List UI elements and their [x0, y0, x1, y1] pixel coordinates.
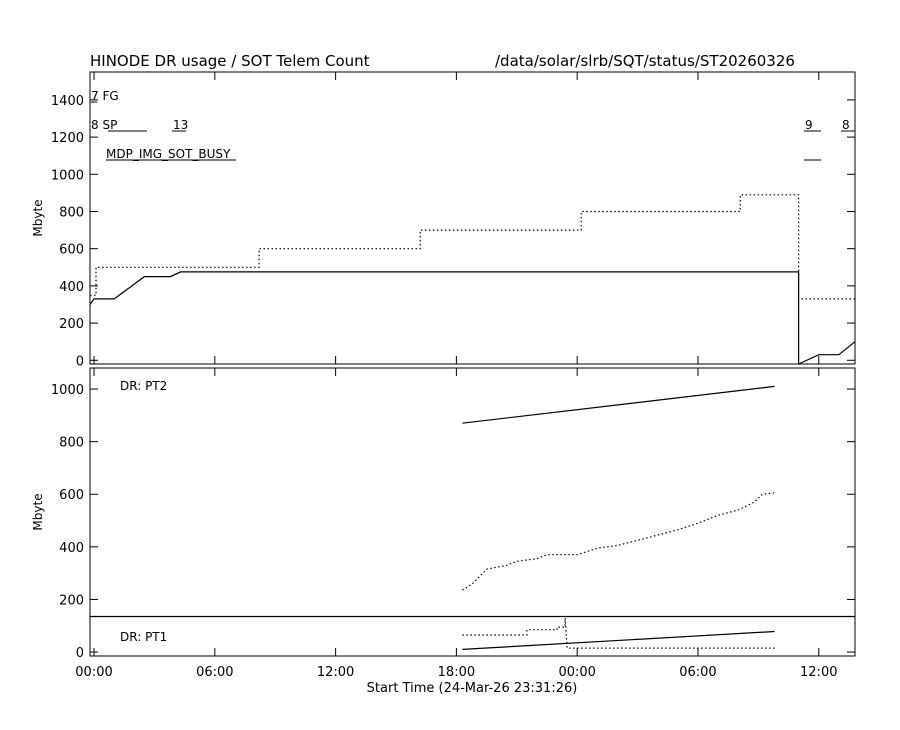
x-tick-label: 06:00: [679, 665, 716, 680]
legend-sp-count: 13: [173, 118, 188, 132]
bottom-y-tick-label: 1000: [51, 383, 84, 398]
bottom-series-1-dotted-line: [462, 492, 775, 591]
x-axis-label: Start Time (24-Mar-26 23:31:26): [367, 681, 578, 696]
bottom-y-tick-label: 400: [59, 541, 84, 556]
top-y-tick-label: 0: [76, 354, 84, 369]
legend-fg: 7 FG: [91, 89, 119, 103]
top-series-0-solid-line: [89, 271, 856, 365]
legend-sp: 8 SP: [91, 118, 117, 132]
top-y-tick-label: 1000: [51, 168, 84, 183]
top-y-tick-label: 400: [59, 280, 84, 295]
bottom-panel-series: [90, 385, 855, 650]
top-y-tick-label: 600: [59, 243, 84, 258]
bottom-y-axis-ticks: 0 200 400 600 800 1000: [51, 383, 855, 661]
bottom-y-tick-label: 200: [59, 593, 84, 608]
x-axis-ticks: 00:00 06:00 12:00 18:00 00:00 06:00 12:00: [75, 72, 837, 680]
pt1-label: DR: PT1: [120, 630, 167, 644]
top-panel-frame: [89, 71, 856, 365]
data-path: /data/solar/slrb/SQT/status/ST20260326: [495, 52, 795, 70]
top-series-1-dotted-line: [90, 194, 855, 300]
legend-busy: MDP_IMG_SOT_BUSY: [106, 147, 231, 161]
top-panel-series: [89, 194, 856, 365]
bottom-y-tick-label: 0: [76, 646, 84, 661]
legend-right-9: 9: [805, 118, 813, 132]
x-tick-label: 00:00: [75, 665, 112, 680]
x-tick-label: 12:00: [317, 665, 354, 680]
top-y-tick-label: 1400: [51, 94, 84, 109]
top-y-tick-label: 1200: [51, 131, 84, 146]
bottom-series-0-solid-line: [462, 385, 775, 424]
legend-right-8: 8: [842, 118, 850, 132]
x-tick-label: 12:00: [800, 665, 837, 680]
x-tick-label: 06:00: [196, 665, 233, 680]
top-y-tick-label: 200: [59, 317, 84, 332]
x-tick-label: 00:00: [558, 665, 595, 680]
bottom-series-2-solid-line: [462, 630, 775, 650]
bottom-y-tick-label: 800: [59, 436, 84, 451]
pt2-label: DR: PT2: [120, 379, 167, 393]
bottom-y-tick-label: 600: [59, 488, 84, 503]
top-y-tick-label: 800: [59, 205, 84, 220]
bottom-panel-frame: [89, 367, 856, 657]
top-y-axis-label: Mbyte: [31, 199, 45, 236]
bottom-series-3-dotted-line: [462, 617, 775, 649]
figure-title: HINODE DR usage / SOT Telem Count: [90, 52, 370, 70]
top-y-axis-ticks: 0 200 400 600 800 1000 1200 1400: [51, 94, 855, 369]
bottom-y-axis-label: Mbyte: [31, 493, 45, 530]
x-tick-label: 18:00: [438, 665, 475, 680]
